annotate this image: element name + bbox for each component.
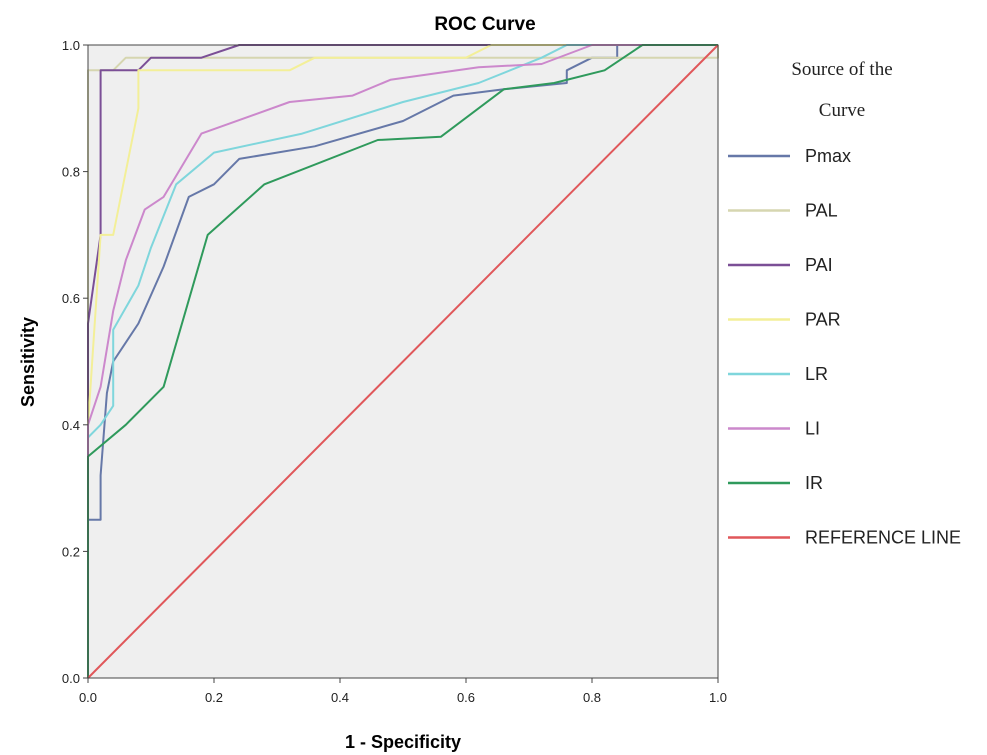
x-axis-ticks: 0.0 0.2 0.4 0.6 0.8 1.0 (79, 678, 727, 705)
x-tick-label: 0.0 (79, 690, 97, 705)
legend-item-pmax: Pmax (728, 146, 851, 166)
legend-label: PAL (805, 201, 838, 221)
legend-title-line-2: Curve (819, 100, 865, 121)
legend-item-reference-line: REFERENCE LINE (728, 528, 961, 548)
legend-item-par: PAR (728, 310, 841, 330)
x-tick-label: 1.0 (709, 690, 727, 705)
legend-label: LR (805, 364, 828, 384)
x-tick-label: 0.4 (331, 690, 349, 705)
legend-label: REFERENCE LINE (805, 528, 961, 548)
legend-item-lr: LR (728, 364, 828, 384)
chart-title: ROC Curve (434, 14, 535, 35)
y-axis-ticks: 0.0 0.2 0.4 0.6 0.8 1.0 (62, 38, 88, 686)
legend-label: IR (805, 473, 823, 493)
plot-frame (87, 44, 719, 679)
legend: Source of the Curve Pmax PAL PAI PAR LR LI IR R… (728, 59, 961, 548)
series-line-lr (87, 44, 718, 678)
legend-item-ir: IR (728, 473, 823, 493)
series-line-par (87, 44, 718, 678)
legend-item-pal: PAL (728, 201, 838, 221)
y-tick-label: 0.2 (62, 544, 80, 559)
y-axis-label: Sensitivity (18, 317, 38, 407)
y-tick-label: 0.4 (62, 418, 80, 433)
y-tick-label: 0.6 (62, 291, 80, 306)
series-line-li (87, 44, 718, 678)
x-tick-label: 0.8 (583, 690, 601, 705)
series-line-ir (87, 44, 718, 678)
y-tick-label: 0.8 (62, 165, 80, 180)
series-line-reference-line (87, 44, 719, 679)
series-line-pmax (87, 44, 718, 678)
legend-item-pai: PAI (728, 255, 833, 275)
x-axis-label: 1 - Specificity (345, 732, 461, 752)
y-tick-label: 1.0 (62, 38, 80, 53)
legend-label: Pmax (805, 146, 851, 166)
y-tick-label: 0.0 (62, 671, 80, 686)
x-tick-label: 0.2 (205, 690, 223, 705)
series-layer (87, 44, 719, 679)
legend-label: PAI (805, 255, 833, 275)
x-tick-label: 0.6 (457, 690, 475, 705)
legend-item-li: LI (728, 419, 820, 439)
legend-label: PAR (805, 310, 841, 330)
legend-title-line-1: Source of the (791, 59, 892, 80)
legend-label: LI (805, 419, 820, 439)
